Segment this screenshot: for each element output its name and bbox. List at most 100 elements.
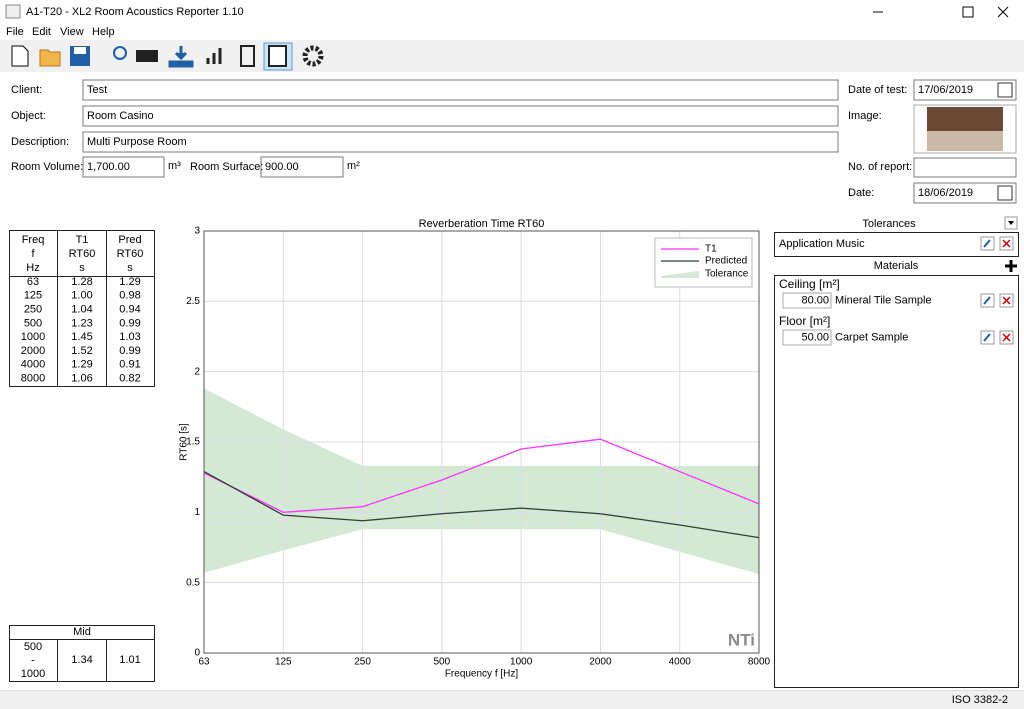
close-button[interactable] (997, 6, 1009, 18)
table-cell: 0.98 (119, 290, 140, 302)
x-tick-label: 4000 (669, 657, 692, 668)
table-cell: 1000 (21, 331, 45, 343)
mid-value: 1.01 (119, 654, 140, 666)
field-label: Client: (11, 84, 42, 96)
client-input[interactable] (82, 79, 839, 101)
delete-icon (1002, 333, 1011, 342)
field-label: Date of test: (848, 84, 907, 96)
series-line (203, 438, 760, 513)
field-label: Date: (848, 187, 874, 199)
x-tick-label: 500 (434, 657, 451, 668)
field-value: 18/06/2019 (918, 187, 973, 199)
y-axis-label: RT60 [s] (179, 423, 190, 461)
calendar-button[interactable] (997, 185, 1013, 201)
open-icon[interactable] (39, 49, 61, 67)
material-name: Mineral Tile Sample (835, 294, 932, 306)
status-bar (0, 690, 1024, 709)
field-value: Test (87, 84, 107, 96)
legend-label: T1 (705, 244, 717, 255)
table-cell: 500 (24, 317, 42, 329)
delete-icon (1002, 239, 1011, 248)
mid-value: 1.34 (71, 654, 92, 666)
delete-icon (1002, 296, 1011, 305)
table-cell: 0.94 (119, 304, 140, 316)
y-tick-label: 2.5 (186, 296, 200, 307)
calendar-button[interactable] (997, 82, 1013, 98)
edit-icon (983, 239, 991, 248)
image-floor (927, 131, 1003, 151)
legend-swatch (661, 271, 699, 278)
y-tick-label: 2 (194, 366, 200, 377)
settings-icon[interactable] (302, 45, 324, 67)
table-header: RT60 (69, 248, 96, 260)
field-value: 1,700.00 (87, 161, 130, 173)
preview-icon[interactable] (113, 46, 127, 60)
x-tick-label: 250 (354, 657, 371, 668)
add-material-button[interactable] (1005, 260, 1017, 272)
chart-logo: NTi (728, 630, 755, 649)
x-tick-label: 2000 (589, 657, 612, 668)
report-no-input[interactable] (913, 157, 1017, 178)
date-input[interactable] (913, 182, 1017, 204)
table-header: Pred (118, 234, 141, 246)
maximize-button[interactable] (962, 6, 974, 18)
menu-item[interactable]: Help (92, 26, 115, 38)
menu-item[interactable]: File (6, 26, 24, 38)
table-cell: 1.29 (119, 276, 140, 288)
object-input[interactable] (82, 105, 839, 127)
table-cell: 4000 (21, 359, 45, 371)
table-cell: 1.29 (71, 359, 92, 371)
x-tick-label: 125 (275, 657, 292, 668)
table-cell: 125 (24, 290, 42, 302)
calc-icon[interactable] (240, 45, 255, 67)
y-tick-label: 0 (194, 648, 200, 659)
table-cell: 1.28 (71, 276, 92, 288)
plot-frame (203, 230, 760, 654)
chart-icon[interactable] (206, 48, 222, 64)
area-input[interactable] (782, 329, 832, 346)
table-cell: 1.04 (71, 304, 92, 316)
field-label: Room Surface: (190, 161, 263, 173)
export-icon[interactable] (168, 46, 194, 68)
table-cell: 2000 (21, 345, 45, 357)
table-header: s (127, 262, 133, 274)
x-tick-label: 1000 (510, 657, 533, 668)
mid-title: Mid (73, 626, 91, 638)
room-surface-input[interactable] (260, 156, 344, 178)
date-of-test-input[interactable] (913, 79, 1017, 101)
materials-box (774, 275, 1019, 688)
new-icon[interactable] (11, 45, 29, 67)
table-cell: 0.99 (119, 317, 140, 329)
x-tick-label: 8000 (748, 657, 771, 668)
table-cell: 0.99 (119, 345, 140, 357)
mid-table (9, 625, 155, 682)
unit: m³ (168, 160, 181, 172)
y-tick-label: 1.5 (186, 437, 200, 448)
panel-title: Materials (874, 260, 919, 272)
menu-item[interactable]: Edit (32, 26, 51, 38)
table-header: RT60 (117, 248, 144, 260)
window-title: A1-T20 - XL2 Room Acoustics Reporter 1.1… (26, 6, 244, 18)
results-table (9, 230, 155, 387)
table-cell: 0.91 (119, 359, 140, 371)
area-input[interactable] (782, 292, 832, 309)
edit-icon (983, 296, 991, 305)
chart-title: Reverberation Time RT60 (419, 218, 545, 230)
field-label: No. of report: (848, 161, 912, 173)
room-volume-input[interactable] (82, 156, 165, 178)
legend-box (654, 237, 753, 288)
menu-item[interactable]: View (60, 26, 84, 38)
edit-icon (983, 333, 991, 342)
field-value: Room Casino (87, 110, 154, 122)
table-header: T1 (76, 234, 89, 246)
y-tick-label: 0.5 (186, 577, 200, 588)
description-input[interactable] (82, 131, 839, 153)
tolerance-item: Application Music (779, 238, 865, 250)
field-label: Room Volume: (11, 161, 83, 173)
unit: m² (347, 160, 360, 172)
mid-band: 500 (24, 641, 42, 653)
table-cell: 1.00 (71, 290, 92, 302)
print-icon[interactable] (136, 50, 158, 62)
